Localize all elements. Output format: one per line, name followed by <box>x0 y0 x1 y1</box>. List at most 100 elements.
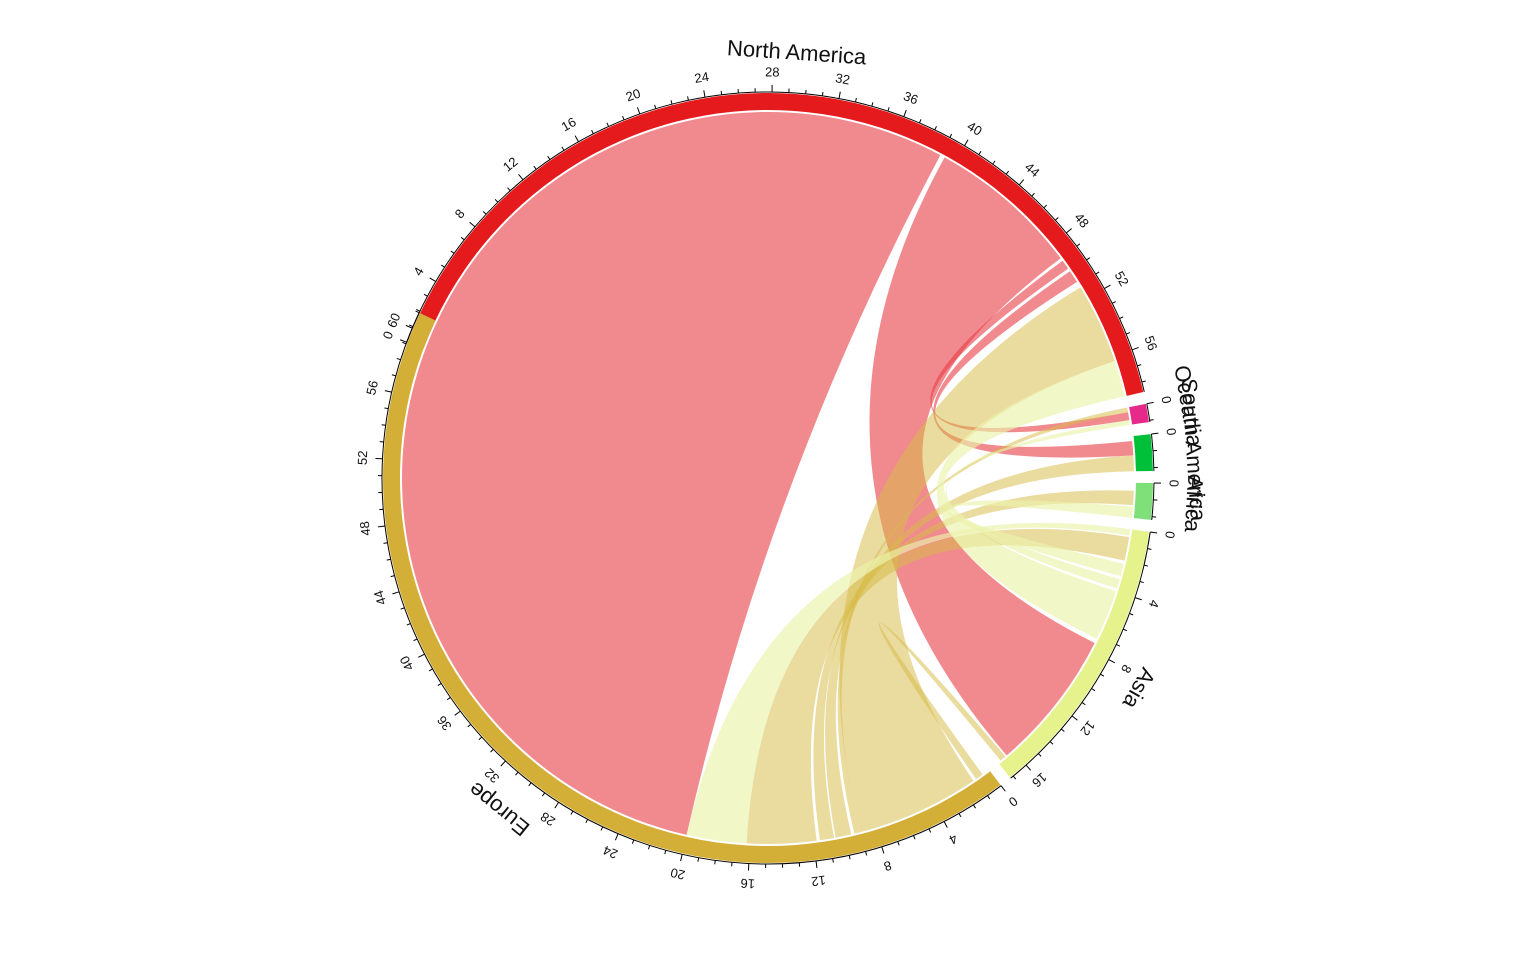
minor-tick <box>665 850 666 854</box>
tick-label: 8 <box>452 206 468 221</box>
major-tick <box>1132 347 1139 349</box>
minor-tick <box>534 166 536 169</box>
minor-tick <box>993 161 995 164</box>
tick-label: 32 <box>834 70 851 87</box>
tick-label: 24 <box>601 842 620 861</box>
minor-tick <box>1137 365 1141 366</box>
major-tick <box>816 861 817 868</box>
minor-tick <box>1096 272 1099 274</box>
minor-tick <box>409 325 413 327</box>
major-tick <box>555 802 559 808</box>
tick-label: 36 <box>901 88 920 107</box>
minor-tick <box>872 102 873 106</box>
minor-tick <box>919 119 921 123</box>
minor-tick <box>1123 629 1127 631</box>
minor-tick <box>1050 741 1053 744</box>
major-tick <box>519 174 523 179</box>
minor-tick <box>698 858 699 862</box>
tick-label: 28 <box>765 64 780 79</box>
major-tick <box>385 391 392 393</box>
major-tick <box>418 654 424 657</box>
minor-tick <box>391 576 395 577</box>
tick-label: 44 <box>371 589 390 607</box>
major-tick <box>1072 716 1078 720</box>
minor-tick <box>548 156 550 159</box>
major-tick <box>964 140 968 146</box>
minor-tick <box>441 265 444 267</box>
minor-tick <box>849 855 850 859</box>
minor-tick <box>424 294 428 296</box>
minor-tick <box>402 342 406 343</box>
minor-tick <box>1100 674 1103 676</box>
major-tick <box>455 711 461 715</box>
tick-label: 16 <box>559 114 579 134</box>
minor-tick <box>987 796 989 799</box>
tick-label: 0 <box>1162 530 1178 539</box>
minor-tick <box>1086 258 1089 260</box>
minor-tick <box>1061 729 1064 732</box>
minor-tick <box>979 151 981 154</box>
major-tick <box>400 340 407 342</box>
tick-label: 52 <box>355 450 371 465</box>
minor-tick <box>655 105 656 109</box>
minor-tick <box>495 199 498 202</box>
minor-tick <box>451 251 454 253</box>
minor-tick <box>508 188 511 191</box>
minor-tick <box>468 724 471 727</box>
major-tick <box>704 90 705 97</box>
minor-tick <box>914 836 916 840</box>
tick-label: 8 <box>882 858 893 874</box>
minor-tick <box>973 805 975 808</box>
minor-tick <box>384 543 388 544</box>
minor-tick <box>1144 565 1148 566</box>
tick-label: 48 <box>1071 210 1092 231</box>
minor-tick <box>1013 776 1016 779</box>
minor-tick <box>542 793 544 796</box>
minor-tick <box>416 311 420 313</box>
minor-tick <box>1092 689 1095 691</box>
major-tick <box>575 136 578 142</box>
minor-tick <box>414 639 418 641</box>
minor-tick <box>1116 644 1120 646</box>
major-tick <box>1109 660 1115 663</box>
tick-label: 12 <box>500 154 521 175</box>
tick-label: 36 <box>434 713 455 734</box>
sector-label-north-america: North America <box>726 35 868 69</box>
minor-tick <box>491 749 494 752</box>
tick-label: 20 <box>624 86 643 105</box>
minor-tick <box>429 669 432 671</box>
minor-tick <box>1055 218 1058 221</box>
major-tick <box>1066 229 1071 233</box>
major-tick <box>944 821 947 827</box>
tick-label: 16 <box>1029 770 1050 791</box>
tick-label: 40 <box>397 653 417 673</box>
tick-label: 48 <box>357 520 374 536</box>
minor-tick <box>1129 613 1133 614</box>
tick-label: 0 <box>1166 480 1181 487</box>
major-tick <box>1026 765 1031 770</box>
minor-tick <box>1032 193 1035 196</box>
tick-label: 4 <box>947 831 960 848</box>
minor-tick <box>671 100 672 104</box>
major-tick <box>1104 285 1110 288</box>
minor-tick <box>461 237 464 239</box>
major-tick <box>1135 598 1142 600</box>
sector-arc-south-america <box>1134 434 1153 471</box>
major-tick <box>1150 532 1157 533</box>
tick-label: 0 <box>380 329 397 341</box>
major-tick <box>1147 402 1154 403</box>
minor-tick <box>715 860 716 864</box>
minor-tick <box>397 358 401 359</box>
minor-tick <box>1120 317 1124 319</box>
tick-label: 12 <box>810 873 826 890</box>
major-tick <box>615 834 618 840</box>
tick-label: 16 <box>740 876 755 892</box>
minor-tick <box>888 107 889 111</box>
minor-tick <box>515 772 518 775</box>
major-tick <box>392 592 399 594</box>
minor-tick <box>688 96 689 100</box>
minor-tick <box>562 147 564 150</box>
minor-tick <box>1112 302 1116 304</box>
tick-label: 56 <box>1142 334 1161 353</box>
